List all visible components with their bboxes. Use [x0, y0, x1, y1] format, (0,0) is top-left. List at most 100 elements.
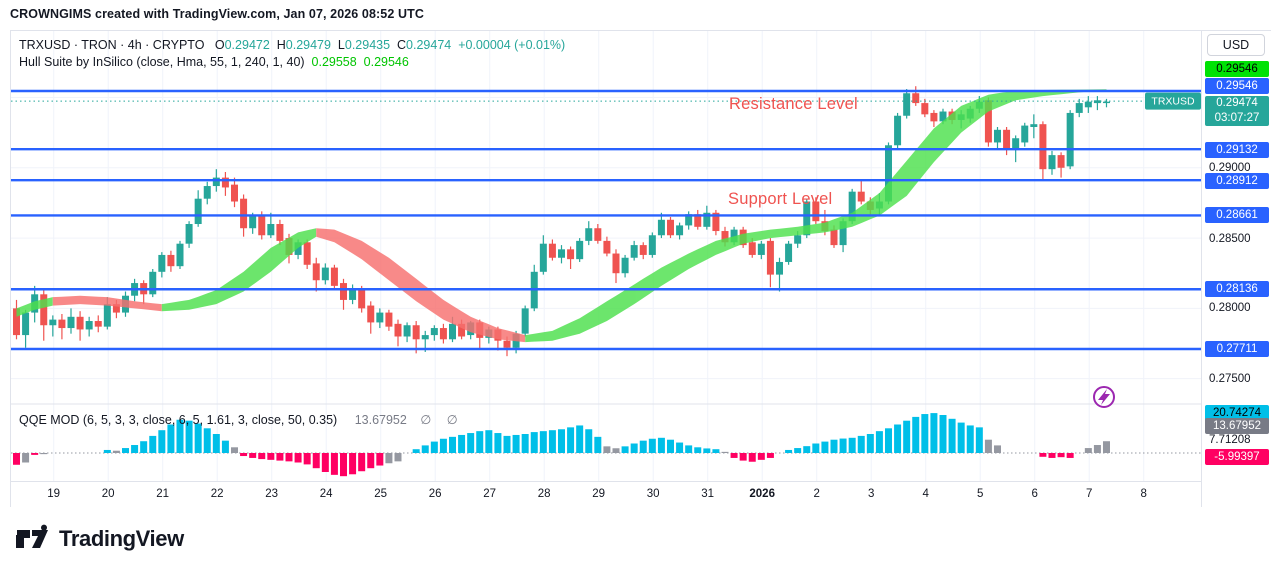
support-level-annotation[interactable]: Support Level — [728, 190, 833, 208]
qqe-bar — [412, 449, 420, 453]
candle-body — [167, 254, 175, 267]
tradingview-logo[interactable]: TradingView — [16, 524, 184, 554]
qqe-bar — [830, 439, 838, 453]
qqe-bar — [40, 453, 48, 455]
candle-body — [458, 323, 466, 337]
qqe-bar — [921, 414, 929, 453]
qqe-bar — [1102, 441, 1110, 453]
qqe-bar — [548, 430, 556, 453]
qqe-bar — [576, 425, 584, 453]
candle-body — [685, 214, 693, 226]
candle-body — [303, 242, 311, 265]
candle-body — [766, 240, 774, 275]
candle-body — [539, 243, 547, 272]
qqe-bar — [648, 438, 656, 453]
qqe-bar — [339, 453, 347, 477]
price-scale[interactable]: USD 0.29546 0.29546 0.29474 03:07:27 0.29132… — [1201, 31, 1271, 507]
qqe-bar — [258, 453, 266, 460]
qqe-bar — [512, 434, 520, 453]
candle-body — [385, 312, 393, 327]
qqe-bar — [1048, 453, 1056, 458]
qqe-bar — [394, 453, 402, 462]
qqe-bar — [585, 429, 593, 453]
low-value: 0.29435 — [344, 38, 391, 52]
qqe-bar — [521, 434, 529, 453]
candle-body — [1102, 101, 1110, 104]
qqe-bar — [131, 445, 139, 453]
qqe-bar — [975, 427, 983, 453]
qqe-bar — [539, 431, 547, 453]
qqe-bar — [866, 434, 874, 453]
qqe-bar — [349, 453, 357, 475]
time-axis-label: 28 — [537, 488, 551, 500]
candle-body — [984, 100, 992, 143]
qqe-bar — [794, 448, 802, 453]
qqe-bar — [884, 428, 892, 453]
candle-body — [339, 283, 347, 300]
candle-body — [939, 111, 947, 122]
qqe-bar — [376, 453, 384, 466]
qqe-bar — [358, 453, 366, 472]
price-axis-label: 0.29132 — [1205, 142, 1269, 158]
qqe-bar — [385, 453, 393, 464]
qqe-bar — [748, 453, 756, 462]
hull-ribbon-segment-green — [16, 297, 53, 317]
qqe-bar — [948, 418, 956, 453]
qqe-bar — [194, 423, 202, 453]
candle-body — [757, 243, 765, 255]
qqe-bar — [621, 446, 629, 453]
qqe-bar — [639, 440, 647, 453]
time-axis-label: 2026 — [749, 488, 775, 500]
candle-body — [703, 212, 711, 227]
candle-body — [185, 224, 193, 244]
qqe-bar — [567, 427, 575, 453]
candle-body — [258, 215, 266, 236]
qqe-bar — [785, 449, 793, 453]
qqe-bar — [367, 453, 375, 469]
candle-body — [585, 228, 593, 241]
hull-ribbon-segment-red — [52, 295, 162, 312]
qqe-bar — [276, 453, 284, 461]
time-axis-label: 2 — [813, 488, 820, 500]
chart-canvas[interactable]: TRXUSD — [11, 31, 1201, 481]
currency-toggle-button[interactable]: USD — [1207, 34, 1265, 56]
time-axis-label: 8 — [1140, 488, 1147, 500]
hull-ribbon-segment-green — [525, 89, 1107, 343]
candle-body — [330, 267, 338, 286]
qqe-bar — [1066, 453, 1074, 458]
price-axis-label: 13.67952 — [1205, 418, 1269, 434]
candle-body — [194, 198, 202, 225]
qqe-bar — [458, 434, 466, 453]
qqe-legend-row[interactable]: QQE MOD (6, 5, 3, 3, close, 6, 5, 1.61, … — [19, 412, 464, 427]
candle-body — [203, 186, 211, 199]
candle-body — [557, 249, 565, 258]
hull-ribbon-segment-red — [316, 228, 526, 343]
time-axis-label: 7 — [1085, 488, 1093, 500]
price-axis-label: -5.99397 — [1205, 449, 1269, 465]
candle-body — [730, 229, 738, 243]
candle-body — [103, 304, 111, 327]
hull-ribbon — [16, 89, 1107, 343]
low-label: L — [337, 38, 345, 52]
time-scale[interactable]: 19 20 21 22 23 24 25 26 27 28 29 30 31 2026 2 3 4 5 6 7 8 — [11, 481, 1201, 507]
boost-icon[interactable] — [1093, 386, 1115, 408]
qqe-bar — [240, 453, 248, 457]
qqe-bar — [839, 438, 847, 453]
symbol-legend-row[interactable]: TRXUSD · TRON · 4h · CRYPTO O0.29472 H0.… — [19, 37, 565, 53]
candle-body — [112, 304, 120, 313]
hull-suite-legend-row[interactable]: Hull Suite by InSilico (close, Hma, 55, … — [19, 54, 565, 70]
qqe-bar — [13, 453, 20, 465]
candle-body — [912, 93, 920, 104]
qqe-bar — [503, 435, 511, 453]
qqe-bar — [185, 420, 193, 453]
candle-body — [548, 243, 556, 258]
qqe-bar — [430, 441, 438, 453]
qqe-bar — [467, 433, 475, 453]
candle-body — [621, 257, 629, 274]
qqe-bar — [330, 453, 338, 475]
resistance-level-annotation[interactable]: Resistance Level — [729, 95, 858, 113]
candle-body — [594, 228, 602, 241]
qqe-bar — [739, 453, 747, 461]
candle-body — [22, 312, 30, 336]
qqe-bar — [930, 413, 938, 453]
